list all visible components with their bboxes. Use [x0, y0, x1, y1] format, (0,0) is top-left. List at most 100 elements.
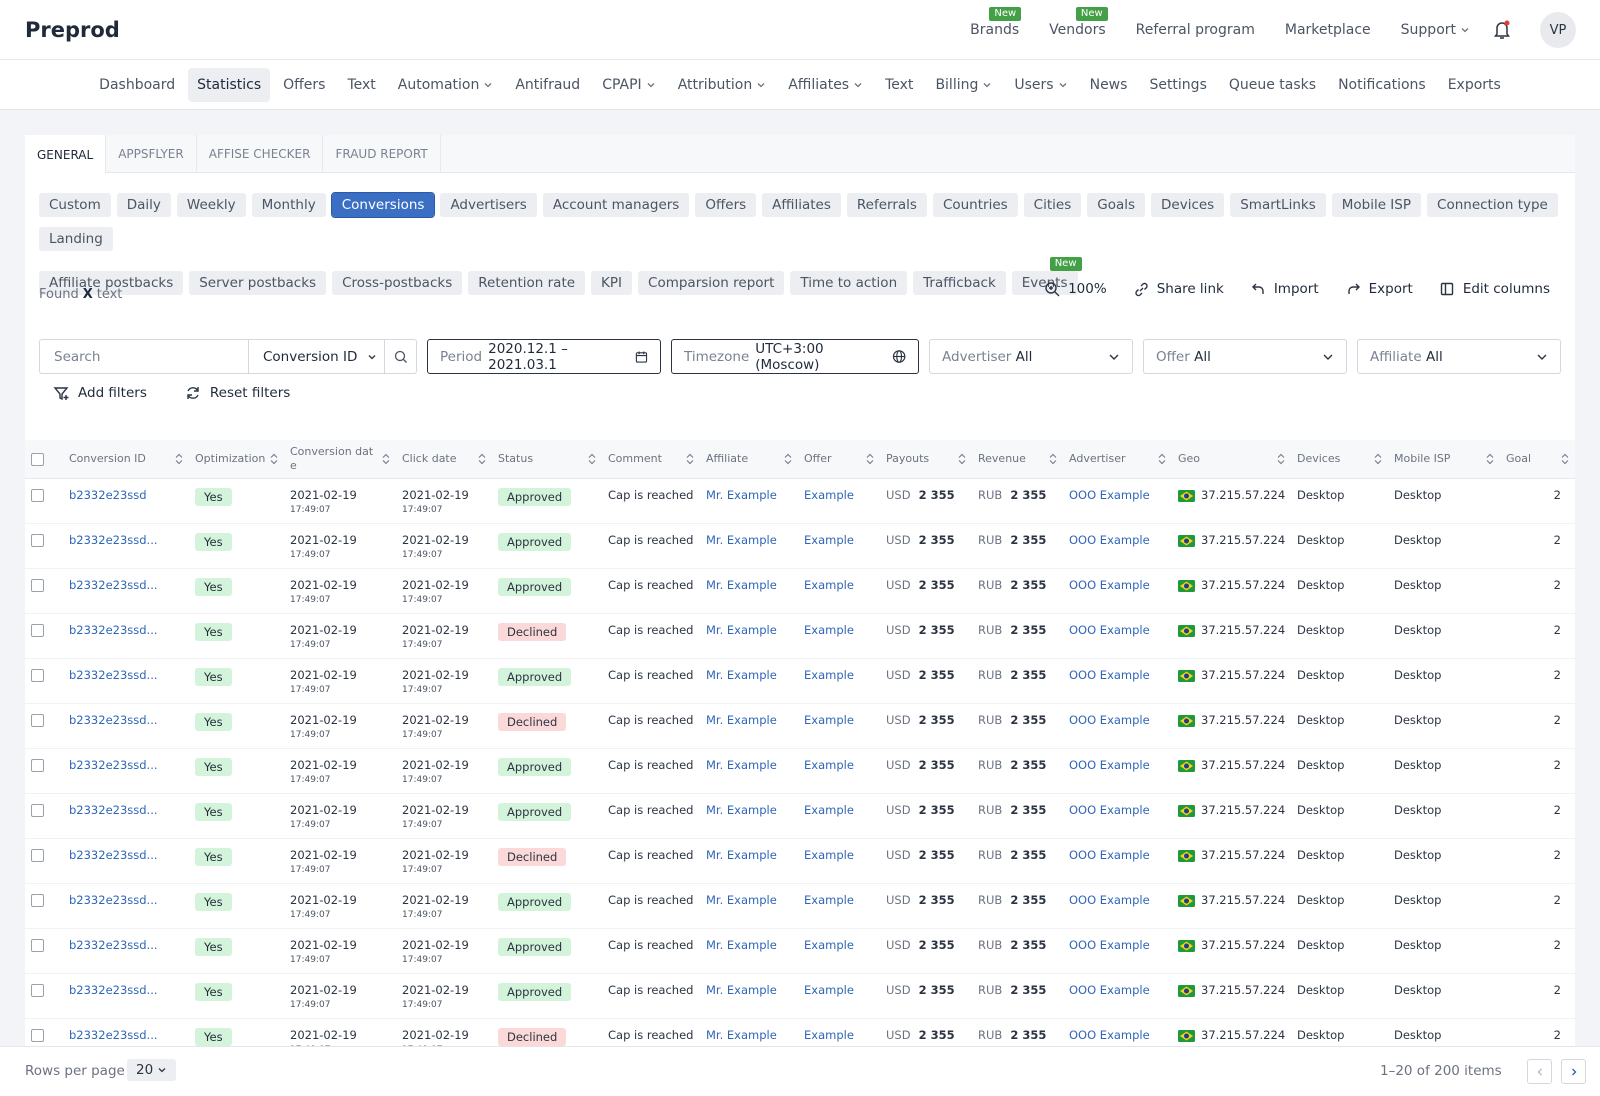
- report-type[interactable]: Referrals: [846, 193, 927, 217]
- offer-link[interactable]: Example: [804, 622, 854, 637]
- advertiser-link[interactable]: OOO Example: [1069, 847, 1150, 862]
- rows-per-page-select[interactable]: 20: [127, 1059, 177, 1081]
- menu-item[interactable]: Antifraud: [506, 68, 589, 102]
- menu-item[interactable]: News: [1081, 68, 1137, 102]
- report-type[interactable]: Countries: [932, 193, 1018, 217]
- conversion-id[interactable]: b2332e23ssd...: [69, 982, 158, 997]
- filter-select[interactable]: Affiliate All: [1357, 339, 1561, 374]
- menu-item[interactable]: Attribution: [669, 68, 776, 102]
- conversion-id[interactable]: b2332e23ssd...: [69, 802, 158, 817]
- column-header[interactable]: Click date: [396, 440, 492, 479]
- toolbar-button[interactable]: Share link: [1133, 281, 1224, 297]
- menu-item[interactable]: Statistics: [188, 67, 271, 102]
- menu-item[interactable]: Text: [338, 68, 384, 102]
- toolbar-button[interactable]: Import: [1250, 281, 1319, 297]
- column-header[interactable]: Payouts: [880, 440, 972, 479]
- nav-item[interactable]: Referral program: [1136, 22, 1255, 38]
- conversion-id[interactable]: b2332e23ssd...: [69, 532, 158, 547]
- search-field[interactable]: Conversion ID: [248, 340, 378, 373]
- offer-link[interactable]: Example: [804, 892, 854, 907]
- advertiser-link[interactable]: OOO Example: [1069, 937, 1150, 952]
- column-header[interactable]: Conversion ID: [63, 440, 189, 479]
- next-page[interactable]: [1561, 1059, 1586, 1084]
- affiliate-link[interactable]: Mr. Example: [706, 622, 777, 637]
- report-type[interactable]: Affiliate postbacks: [39, 271, 184, 295]
- affiliate-link[interactable]: Mr. Example: [706, 1027, 777, 1042]
- affiliate-link[interactable]: Mr. Example: [706, 487, 777, 502]
- offer-link[interactable]: Example: [804, 487, 854, 502]
- advertiser-link[interactable]: OOO Example: [1069, 487, 1150, 502]
- conversion-id[interactable]: b2332e23ssd...: [69, 847, 158, 862]
- offer-link[interactable]: Example: [804, 577, 854, 592]
- period-picker[interactable]: Period 2020.12.1 – 2021.03.1: [427, 339, 661, 374]
- offer-link[interactable]: Example: [804, 937, 854, 952]
- affiliate-link[interactable]: Mr. Example: [706, 982, 777, 997]
- affiliate-link[interactable]: Mr. Example: [706, 532, 777, 547]
- offer-link[interactable]: Example: [804, 532, 854, 547]
- conversion-id[interactable]: b2332e23ssd: [69, 487, 147, 502]
- advertiser-link[interactable]: OOO Example: [1069, 982, 1150, 997]
- advertiser-link[interactable]: OOO Example: [1069, 577, 1150, 592]
- menu-item[interactable]: Affiliates: [779, 68, 872, 102]
- report-type[interactable]: Account managers: [542, 193, 690, 217]
- report-type[interactable]: Server postbacks: [189, 271, 327, 295]
- column-header[interactable]: Revenue: [972, 440, 1063, 479]
- toolbar-button[interactable]: 100%: [1044, 281, 1107, 297]
- tab[interactable]: GENERAL: [25, 135, 107, 174]
- row-checkbox[interactable]: [31, 668, 44, 682]
- advertiser-link[interactable]: OOO Example: [1069, 667, 1150, 682]
- report-type[interactable]: Landing: [39, 227, 113, 251]
- report-type[interactable]: Connection type: [1427, 193, 1558, 217]
- menu-item[interactable]: Users: [1005, 68, 1076, 102]
- offer-link[interactable]: Example: [804, 667, 854, 682]
- column-header[interactable]: Devices: [1291, 440, 1388, 479]
- advertiser-link[interactable]: OOO Example: [1069, 1027, 1150, 1042]
- menu-item[interactable]: CPAPI: [593, 68, 664, 102]
- offer-link[interactable]: Example: [804, 757, 854, 772]
- conversion-id[interactable]: b2332e23ssd...: [69, 577, 158, 592]
- menu-item[interactable]: Queue tasks: [1220, 68, 1325, 102]
- advertiser-link[interactable]: OOO Example: [1069, 757, 1150, 772]
- tab[interactable]: AFFISE CHECKER: [197, 135, 324, 172]
- report-type[interactable]: Events New: [1011, 257, 1082, 295]
- row-checkbox[interactable]: [31, 488, 44, 502]
- tab[interactable]: APPSFLYER: [106, 135, 197, 172]
- column-header[interactable]: Offer: [798, 440, 880, 479]
- select-all-checkbox[interactable]: [31, 452, 44, 466]
- filter-action[interactable]: Add filters: [53, 385, 147, 401]
- toolbar-button[interactable]: Edit columns: [1439, 281, 1550, 297]
- report-type[interactable]: Devices: [1151, 193, 1225, 217]
- advertiser-link[interactable]: OOO Example: [1069, 802, 1150, 817]
- row-checkbox[interactable]: [31, 758, 44, 772]
- tab[interactable]: FRAUD REPORT: [323, 135, 441, 172]
- report-type[interactable]: Trafficback: [913, 271, 1006, 295]
- timezone-picker[interactable]: Timezone UTC+3:00 (Moscow): [671, 339, 919, 374]
- report-type[interactable]: Advertisers: [440, 193, 537, 217]
- offer-link[interactable]: Example: [804, 712, 854, 727]
- report-type[interactable]: Goals: [1087, 193, 1146, 217]
- report-type[interactable]: Time to action: [790, 271, 908, 295]
- conversion-id[interactable]: b2332e23ssd...: [69, 712, 158, 727]
- logo[interactable]: Preprod: [25, 17, 120, 42]
- report-type[interactable]: Conversions: [330, 192, 436, 218]
- conversion-id[interactable]: b2332e23ssd...: [69, 757, 158, 772]
- report-type[interactable]: SmartLinks: [1230, 193, 1326, 217]
- affiliate-link[interactable]: Mr. Example: [706, 847, 777, 862]
- report-type[interactable]: Weekly: [176, 193, 246, 217]
- report-type[interactable]: Monthly: [251, 193, 326, 217]
- menu-item[interactable]: Exports: [1439, 68, 1510, 102]
- offer-link[interactable]: Example: [804, 847, 854, 862]
- report-type[interactable]: Daily: [116, 193, 171, 217]
- column-header[interactable]: Goal: [1500, 440, 1575, 479]
- report-type[interactable]: Comparsion report: [638, 271, 785, 295]
- column-header[interactable]: Comment: [602, 440, 700, 479]
- row-checkbox[interactable]: [31, 533, 44, 547]
- report-type[interactable]: Custom: [39, 193, 111, 217]
- report-type[interactable]: Affiliates: [762, 193, 841, 217]
- nav-item[interactable]: Marketplace: [1285, 22, 1371, 38]
- report-type[interactable]: Cross-postbacks: [332, 271, 463, 295]
- conversion-id[interactable]: b2332e23ssd...: [69, 667, 158, 682]
- affiliate-link[interactable]: Mr. Example: [706, 667, 777, 682]
- column-header[interactable]: Optimization: [189, 440, 284, 479]
- row-checkbox[interactable]: [31, 623, 44, 637]
